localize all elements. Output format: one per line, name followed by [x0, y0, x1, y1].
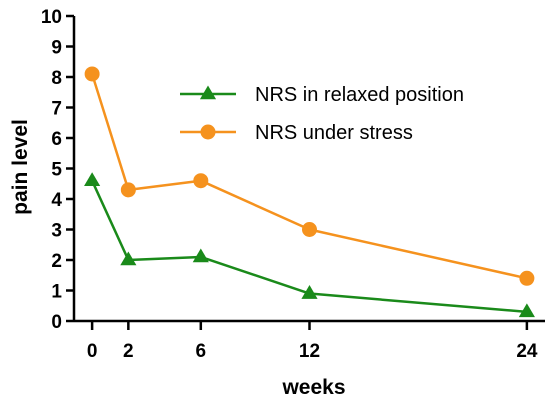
data-point	[301, 285, 318, 299]
y-tick-label: 9	[51, 38, 62, 59]
series-stress	[84, 66, 535, 286]
data-point	[120, 182, 136, 198]
x-tick-label: 24	[516, 341, 538, 362]
x-tick-label: 6	[196, 341, 207, 362]
legend-item: NRS in relaxed position	[180, 84, 464, 106]
x-tick-label: 0	[87, 341, 98, 362]
x-tick-label: 2	[123, 341, 134, 362]
y-tick-label: 5	[51, 160, 62, 181]
y-tick-label: 2	[51, 251, 62, 272]
legend-marker	[200, 124, 216, 140]
series-layer	[84, 66, 535, 318]
y-tick-label: 6	[51, 129, 62, 150]
y-tick-label: 0	[51, 312, 62, 333]
series-relaxed	[84, 172, 535, 318]
legend-label: NRS in relaxed position	[255, 84, 464, 106]
legend-marker	[199, 85, 217, 100]
x-tick-label: 12	[299, 341, 320, 362]
data-point	[302, 222, 317, 237]
data-point	[192, 248, 209, 263]
legend-label: NRS under stress	[255, 122, 413, 144]
y-tick-label: 7	[51, 99, 62, 120]
data-point	[519, 270, 535, 286]
y-axis-title: pain level	[9, 119, 32, 215]
legend-item: NRS under stress	[180, 122, 413, 144]
y-tick-label: 1	[51, 282, 62, 303]
y-tick-label: 10	[41, 7, 62, 28]
data-point	[120, 251, 137, 266]
data-point	[84, 66, 100, 82]
y-tick-label: 4	[51, 190, 62, 211]
y-tick-label: 8	[51, 68, 62, 89]
data-point	[518, 303, 535, 318]
x-axis-title: weeks	[281, 376, 345, 399]
data-point	[84, 172, 101, 186]
legend: NRS in relaxed position NRS under stress	[180, 84, 464, 144]
y-tick-label: 3	[51, 221, 62, 242]
data-point	[193, 173, 209, 189]
